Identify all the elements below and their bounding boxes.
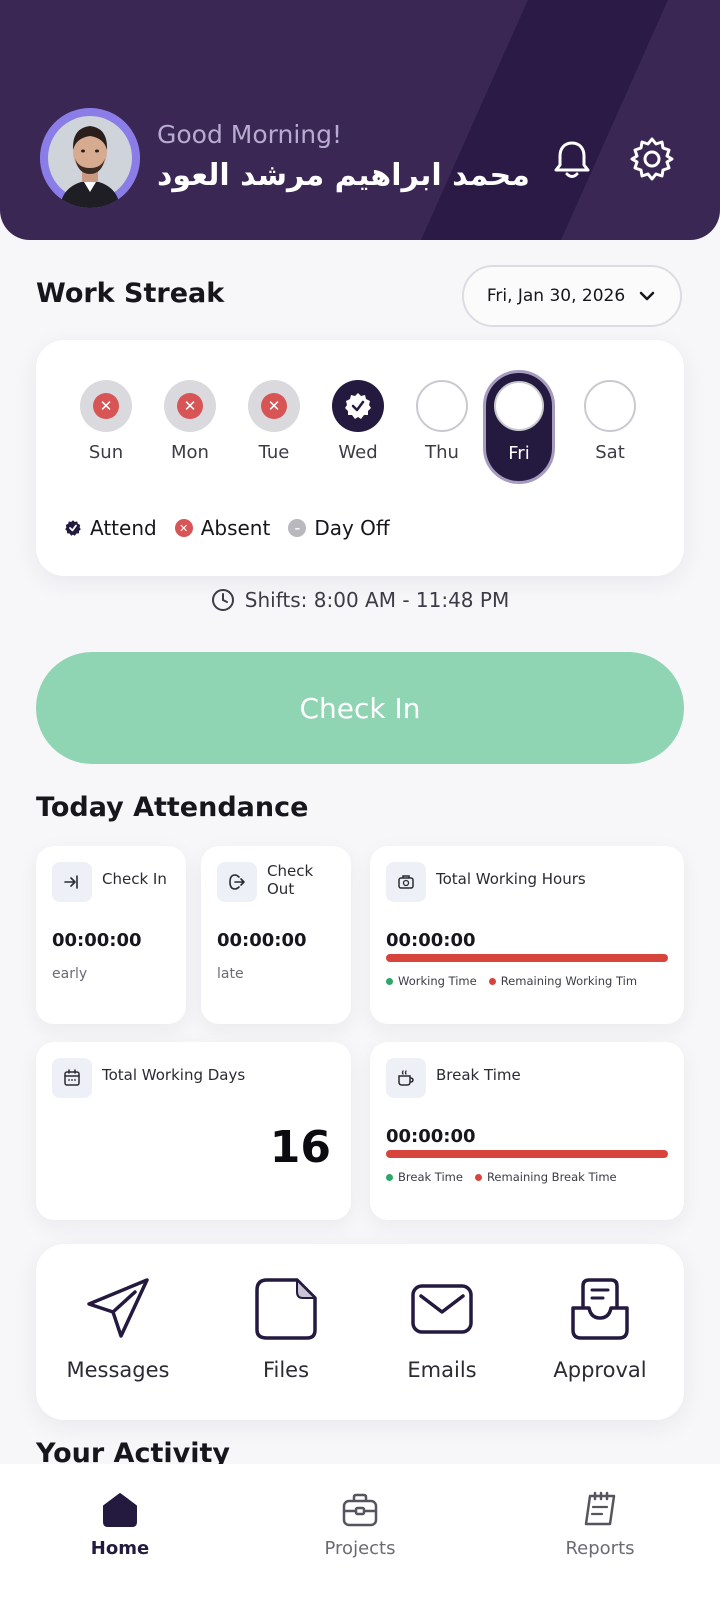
header: Good Morning! محمد ابراهيم مرشد العود — [0, 0, 720, 240]
logout-icon — [217, 862, 257, 902]
check-out-card-title: Check Out — [267, 862, 314, 898]
day-fri[interactable]: Fri — [483, 370, 555, 484]
messages-button[interactable]: Messages — [38, 1274, 198, 1382]
total-working-days-title: Total Working Days — [102, 1066, 246, 1084]
check-out-time: 00:00:00 — [217, 930, 307, 951]
work-streak-title: Work Streak — [36, 278, 225, 309]
work-streak-card: ✕ Sun ✕ Mon ✕ Tue Wed Thu Fri — [36, 340, 684, 576]
gear-icon — [630, 137, 674, 181]
empty-status-circle — [584, 380, 636, 432]
calendar-icon — [52, 1058, 92, 1098]
day-sun[interactable]: ✕ Sun — [76, 380, 136, 463]
nav-home[interactable]: Home — [40, 1490, 200, 1559]
notifications-button[interactable] — [548, 135, 596, 183]
working-hours-legend: Working Time Remaining Working Tim — [386, 974, 668, 988]
absent-status-icon: ✕ — [248, 380, 300, 432]
break-time-progress-bar — [386, 1150, 668, 1158]
emails-button[interactable]: Emails — [362, 1274, 522, 1382]
nav-reports[interactable]: Reports — [520, 1490, 680, 1559]
day-off-legend-icon: – — [288, 519, 307, 537]
check-out-card: Check Out 00:00:00 late — [201, 846, 351, 1024]
shifts-info: Shifts: 8:00 AM - 11:48 PM — [0, 588, 720, 612]
bell-icon — [554, 141, 590, 178]
briefcase-icon — [342, 1493, 378, 1527]
day-thu[interactable]: Thu — [412, 380, 472, 463]
total-working-hours-value: 00:00:00 — [386, 930, 476, 951]
greeting-text: Good Morning! — [157, 120, 343, 149]
nav-projects[interactable]: Projects — [280, 1490, 440, 1559]
attend-badge-icon — [332, 380, 384, 432]
bottom-navigation: Home Projects Reports — [0, 1464, 720, 1600]
quick-actions-card: Messages Files Emails Approval — [36, 1244, 684, 1420]
paper-plane-icon — [87, 1278, 149, 1338]
working-time-label: Working Time — [398, 974, 477, 988]
home-icon — [103, 1493, 137, 1527]
login-icon — [52, 862, 92, 902]
day-wed[interactable]: Wed — [328, 380, 388, 463]
check-in-card-title: Check In — [102, 870, 167, 888]
working-hours-progress-bar — [386, 954, 668, 962]
absent-status-icon: ✕ — [80, 380, 132, 432]
check-out-status: late — [217, 966, 244, 982]
your-activity-title: Your Activity — [36, 1438, 230, 1469]
chevron-down-icon — [639, 291, 655, 301]
approval-tray-icon — [571, 1278, 629, 1340]
coffee-cup-icon — [386, 1058, 426, 1098]
legend-absent-label: Absent — [200, 516, 271, 540]
files-button[interactable]: Files — [206, 1274, 366, 1382]
envelope-icon — [411, 1284, 473, 1334]
absent-legend-icon: ✕ — [174, 519, 193, 537]
absent-status-icon: ✕ — [164, 380, 216, 432]
total-working-hours-card: Total Working Hours 00:00:00 Working Tim… — [370, 846, 684, 1024]
break-time-card: Break Time 00:00:00 Break Time Remaining… — [370, 1042, 684, 1220]
shifts-text: Shifts: 8:00 AM - 11:48 PM — [244, 588, 510, 612]
day-mon[interactable]: ✕ Mon — [160, 380, 220, 463]
legend-attend-label: Attend — [90, 516, 157, 540]
notepad-icon — [584, 1491, 616, 1526]
clock-icon — [211, 589, 234, 611]
work-timer-icon — [386, 862, 426, 902]
date-selector[interactable]: Fri, Jan 30, 2026 — [462, 265, 682, 327]
selected-status-circle — [494, 381, 544, 431]
check-in-time: 00:00:00 — [52, 930, 142, 951]
approval-button[interactable]: Approval — [520, 1274, 680, 1382]
date-value: Fri, Jan 30, 2026 — [486, 286, 626, 306]
avatar[interactable] — [40, 108, 140, 208]
empty-status-circle — [416, 380, 468, 432]
remaining-break-time-label: Remaining Break Time — [486, 1170, 617, 1184]
break-time-legend-label: Break Time — [398, 1170, 463, 1184]
file-icon — [255, 1278, 317, 1340]
settings-button[interactable] — [628, 135, 676, 183]
remaining-working-time-label: Remaining Working Tim — [500, 974, 638, 988]
total-working-hours-title: Total Working Hours — [436, 870, 586, 888]
header-decoration — [403, 0, 677, 240]
attend-legend-icon — [65, 520, 81, 536]
check-in-card: Check In 00:00:00 early — [36, 846, 186, 1024]
total-working-days-card: Total Working Days 16 — [36, 1042, 351, 1220]
break-time-legend: Break Time Remaining Break Time — [386, 1170, 668, 1184]
today-attendance-title: Today Attendance — [36, 792, 309, 823]
check-in-button[interactable]: Check In — [36, 652, 684, 764]
avatar-icon — [40, 108, 140, 208]
check-in-status: early — [52, 966, 88, 982]
streak-legend: Attend ✕ Absent – Day Off — [64, 516, 390, 540]
user-name: محمد ابراهيم مرشد العود — [157, 158, 530, 193]
legend-day-off-label: Day Off — [314, 516, 390, 540]
total-working-days-value: 16 — [269, 1122, 331, 1173]
day-tue[interactable]: ✕ Tue — [244, 380, 304, 463]
day-sat[interactable]: Sat — [580, 380, 640, 463]
break-time-title: Break Time — [436, 1066, 521, 1084]
break-time-value: 00:00:00 — [386, 1126, 476, 1147]
